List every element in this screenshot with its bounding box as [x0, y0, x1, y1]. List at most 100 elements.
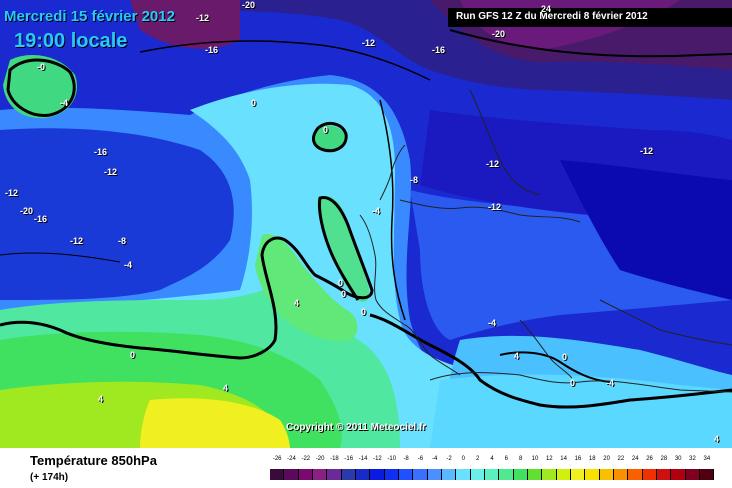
color-scale-swatch — [570, 469, 586, 480]
legend-footer: Température 850hPa (+ 174h) -26 -24 -22 -20… — [0, 448, 732, 488]
isotherm-label: -12 — [104, 167, 118, 177]
isotherm-label: -12 — [486, 159, 500, 169]
isotherm-minus-4-west — [0, 252, 121, 263]
isotherm-minus-16 — [139, 40, 431, 81]
isotherm-label: 4 — [294, 298, 300, 308]
color-scale-tick-label: -2 — [446, 456, 452, 462]
isotherm-label: -8 — [118, 236, 127, 246]
color-scale-swatch — [484, 469, 500, 480]
isotherm-label: -12 — [196, 13, 210, 23]
norway-coast — [469, 89, 541, 196]
isotherm-minus-20 — [449, 29, 732, 58]
isotherm-label: -4 — [60, 98, 69, 108]
color-scale-swatch — [599, 469, 614, 480]
north-africa-coast — [429, 372, 732, 393]
greenland-cold-core — [130, 0, 240, 49]
isotherm-label: 0 — [130, 350, 136, 360]
color-scale-tick-label: -4 — [432, 456, 438, 462]
color-scale-tick-label: -24 — [287, 456, 296, 462]
iceland-warm-patch — [313, 125, 346, 151]
isotherm-label: 0 — [338, 278, 344, 288]
western-france-warm-tongue — [255, 234, 358, 342]
color-scale-tick-label: -26 — [272, 456, 282, 462]
color-scale-swatch — [270, 469, 285, 480]
isotherm-label: -20 — [492, 29, 506, 39]
map-canvas — [0, 0, 732, 448]
isotherm-label: -4 — [488, 318, 497, 328]
greenland-warm-patch — [3, 55, 77, 119]
color-scale-tick-label: 30 — [674, 456, 682, 462]
isotherm-label: -12 — [362, 38, 376, 48]
color-scale-tick-label: 22 — [617, 456, 625, 462]
forecast-time: 19:00 locale — [14, 30, 128, 52]
isotherm-label: -16 — [94, 147, 108, 157]
lead-time: (+ 174h) — [30, 472, 69, 483]
color-scale-tick-label: 24 — [631, 456, 639, 462]
isotherm-label: 0 — [361, 307, 367, 317]
forecast-date: Mercredi 15 février 2012 — [4, 8, 175, 25]
isotherm-label: 0 — [323, 125, 329, 135]
color-scale-tick-label: -6 — [417, 456, 424, 462]
isotherm-label: -12 — [488, 202, 502, 212]
color-scale-tick-label: 6 — [504, 456, 508, 462]
isotherm-zero-iceland — [311, 121, 348, 153]
color-scale-tick-label: 20 — [603, 456, 610, 462]
isotherm-label: -12 — [70, 236, 84, 246]
isotherm-label: 0 — [570, 378, 576, 388]
color-scale-tick-label: 28 — [660, 456, 668, 462]
isotherm-label: 4 — [514, 351, 520, 361]
color-scale-tick-label: 12 — [545, 456, 553, 462]
isotherm-label: -8 — [410, 175, 419, 185]
isotherm-label: -4 — [372, 206, 381, 216]
color-scale-swatch — [470, 469, 485, 480]
isotherm-label: -16 — [205, 45, 219, 55]
color-scale-swatch — [556, 469, 571, 480]
color-scale-swatch — [398, 469, 414, 480]
isotherm-minus-8 — [379, 99, 406, 321]
isotherm-zero-greenland — [6, 58, 76, 117]
europe-west-coast — [359, 214, 461, 376]
color-scale-swatch — [384, 469, 399, 480]
color-scale-tick-label: 18 — [588, 456, 596, 462]
color-scale-swatch — [370, 469, 385, 480]
russia-cold-zone — [560, 160, 732, 300]
color-scale-tick-label: 14 — [560, 456, 567, 462]
color-scale-swatch — [456, 469, 471, 480]
color-scale-tick-label: 8 — [518, 456, 523, 462]
color-scale-tick-label: -10 — [387, 456, 397, 462]
color-scale-swatch — [671, 469, 686, 480]
color-scale-tick-label: 4 — [490, 456, 494, 462]
italy-coast — [519, 319, 573, 379]
isotherm-label: -4 — [124, 260, 133, 270]
color-scale-swatch — [327, 469, 342, 480]
warmest-zone — [140, 398, 290, 448]
color-scale-swatch — [585, 469, 600, 480]
isotherm-zero-italy — [499, 351, 611, 383]
color-scale-swatch — [413, 469, 428, 480]
color-scale-bar — [270, 469, 715, 480]
color-scale-swatch — [656, 469, 672, 480]
isotherm-label: -16 — [34, 214, 48, 224]
color-scale-tick-label: 34 — [703, 456, 711, 462]
color-scale-swatch — [513, 469, 528, 480]
isotherm-label: 0 — [251, 98, 257, 108]
color-scale-swatch — [284, 469, 299, 480]
color-scale-swatch — [341, 469, 356, 480]
isotherm-zero-atlantic — [0, 195, 374, 360]
copyright-notice: Copyright © 2011 Meteociel.fr — [286, 422, 427, 433]
isotherm-label: -4 — [606, 378, 615, 388]
color-scale-swatch — [613, 469, 629, 480]
color-scale-labels: -26 -24 -22 -20 -18 -16 -14 -12 -10 -8 -6 -4 -2 0 2 4 6 8… — [267, 456, 713, 466]
baltic-coast — [399, 199, 581, 223]
isotherm-label: -12 — [5, 188, 19, 198]
atlantic-cold-loop — [0, 128, 234, 300]
isotherm-label: 0 — [562, 352, 568, 362]
color-scale-tick-label: -14 — [358, 456, 368, 462]
color-scale-tick-label: 32 — [689, 456, 696, 462]
black-sea-coast — [599, 299, 732, 346]
color-scale-tick-label: -18 — [330, 456, 339, 462]
isotherm-label: 0 — [341, 289, 347, 299]
color-scale-swatch — [527, 469, 543, 480]
isotherm-label: 4 — [98, 394, 104, 404]
isotherm-label: 24 — [541, 4, 552, 14]
